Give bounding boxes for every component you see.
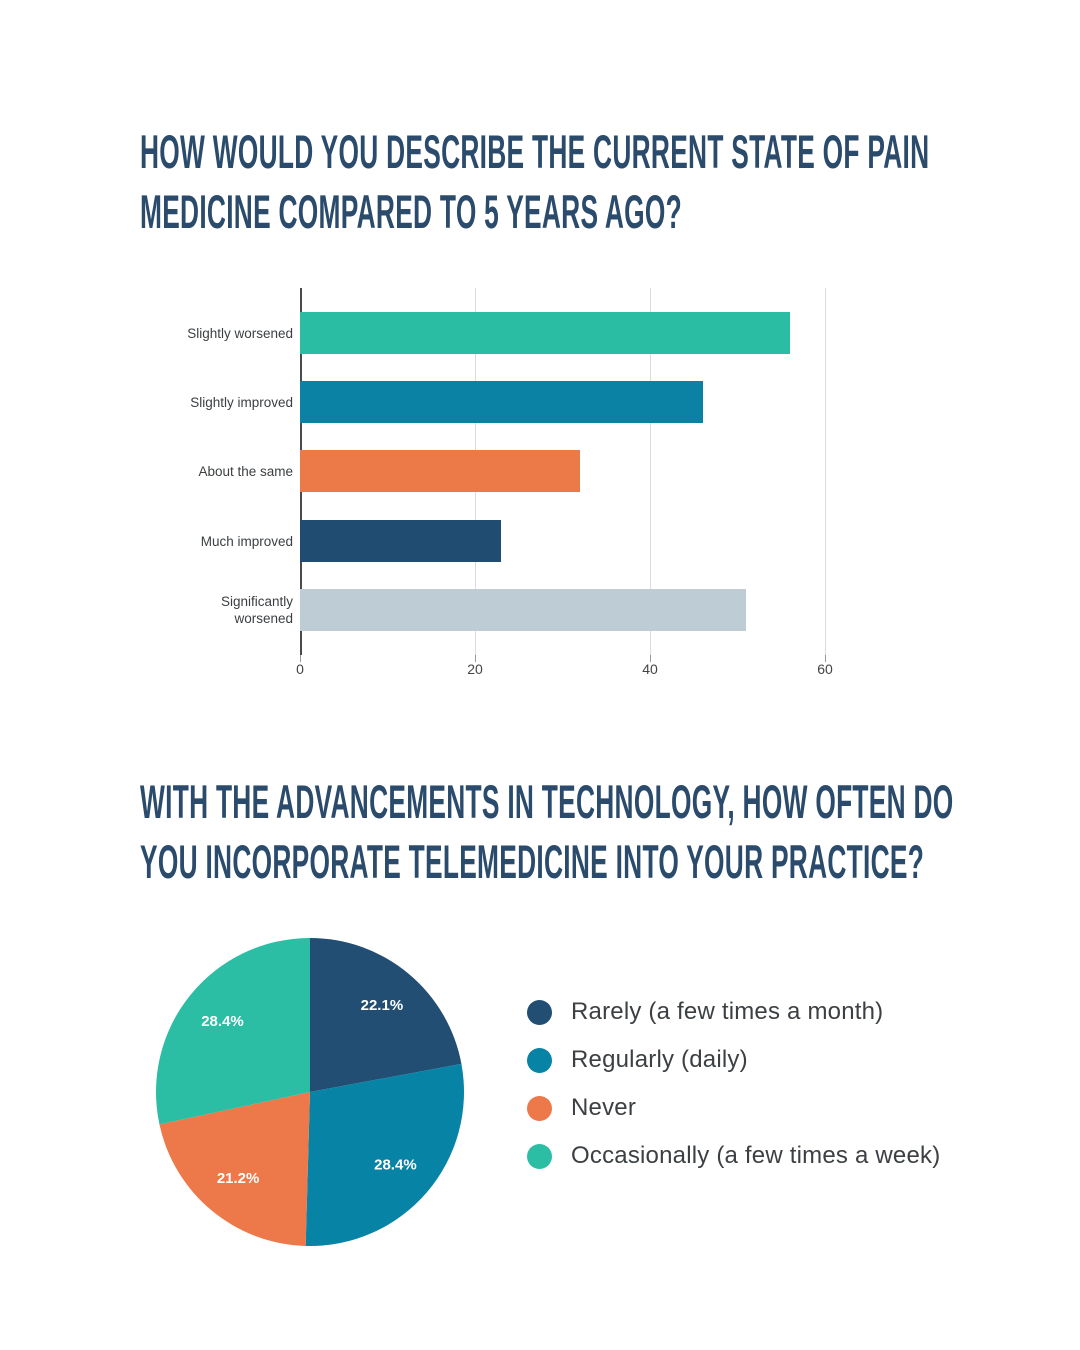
bar-category-label: Slightly worsened xyxy=(187,325,293,341)
legend-label: Rarely (a few times a month) xyxy=(571,998,884,1025)
question-title-line: YOU INCORPORATE TELEMEDICINE INTO YOUR P… xyxy=(140,835,925,888)
bar-category-label: About the same xyxy=(198,463,293,479)
question-title-line: WITH THE ADVANCEMENTS IN TECHNOLOGY, HOW… xyxy=(140,775,954,828)
legend-color-dot-icon xyxy=(527,999,552,1025)
pie-legend: Rarely (a few times a month) Regularly (d… xyxy=(527,988,940,1180)
bar-significantly-worsened xyxy=(300,589,747,631)
pie-value-label: 21.2% xyxy=(217,1170,260,1187)
tick-mark-x-60 xyxy=(825,655,826,662)
pie-slice-rarely xyxy=(310,938,462,1092)
pie-value-label: 28.4% xyxy=(374,1157,417,1174)
pie-slice-never xyxy=(159,1092,310,1246)
legend-color-dot-icon xyxy=(527,1047,552,1073)
legend-label: Regularly (daily) xyxy=(571,1046,748,1073)
question-title-telemedicine: WITH THE ADVANCEMENTS IN TECHNOLOGY, HOW… xyxy=(140,772,1080,892)
tick-mark-x-40 xyxy=(650,655,651,662)
legend-color-dot-icon xyxy=(527,1095,552,1121)
x-tick-label-40: 40 xyxy=(642,661,658,677)
question-title-pain-medicine: HOW WOULD YOU DESCRIBE THE CURRENT STATE… xyxy=(140,122,1080,242)
bar-chart-pain-medicine: 0 20 40 60 Slightly worsened Slightly improve… xyxy=(187,288,833,677)
pie-value-label: 22.1% xyxy=(361,997,404,1014)
legend-label: Never xyxy=(571,1094,637,1121)
pie-chart-telemedicine: 22.1% 28.4% 21.2% 28.4% xyxy=(156,938,464,1246)
bar-category-label: Much improved xyxy=(200,533,293,549)
gridline-x-40 xyxy=(650,288,651,655)
bar-much-improved xyxy=(300,520,502,562)
pie-slice-regularly xyxy=(305,1063,464,1246)
bar-slightly-worsened xyxy=(300,312,790,354)
legend-item: Regularly (daily) xyxy=(527,1036,940,1084)
tick-mark-x-20 xyxy=(475,655,476,662)
question-title-line: MEDICINE COMPARED TO 5 YEARS AGO? xyxy=(140,185,683,238)
x-tick-label-0: 0 xyxy=(296,661,304,677)
bar-about-the-same xyxy=(300,450,580,492)
x-tick-label-60: 60 xyxy=(817,661,833,677)
legend-label: Occasionally (a few times a week) xyxy=(571,1142,941,1169)
bar-slightly-improved xyxy=(300,381,703,423)
tick-mark-x-0 xyxy=(300,655,301,662)
bar-category-label: Significantly worsened xyxy=(220,594,293,626)
pie-slice-occasionally xyxy=(156,938,310,1125)
gridline-x-60 xyxy=(825,288,826,655)
question-title-line: HOW WOULD YOU DESCRIBE THE CURRENT STATE… xyxy=(140,125,930,178)
legend-item: Never xyxy=(527,1084,940,1132)
legend-item: Rarely (a few times a month) xyxy=(527,988,940,1036)
x-tick-label-20: 20 xyxy=(467,661,483,677)
legend-color-dot-icon xyxy=(527,1143,552,1169)
bar-category-label: Slightly improved xyxy=(190,394,293,410)
legend-item: Occasionally (a few times a week) xyxy=(527,1132,940,1180)
pie-value-label: 28.4% xyxy=(201,1013,244,1030)
